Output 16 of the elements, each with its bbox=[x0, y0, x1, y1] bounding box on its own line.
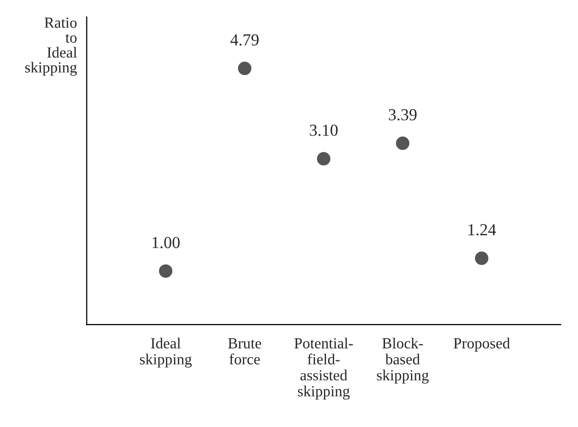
x-tick-label: Potential- field- assisted skipping bbox=[294, 338, 353, 400]
data-label: 1.24 bbox=[468, 224, 496, 236]
point bbox=[474, 251, 488, 265]
data-label: 3.10 bbox=[310, 124, 338, 136]
y-axis-title: Ratio to Ideal skipping bbox=[25, 18, 77, 76]
data-label: 4.79 bbox=[230, 34, 259, 46]
data-label: 3.39 bbox=[388, 109, 417, 120]
point bbox=[396, 136, 410, 150]
x-tick-label: Ideal skipping bbox=[140, 338, 192, 368]
x-tick-label: Block- based skipping bbox=[376, 338, 429, 384]
point bbox=[158, 264, 172, 278]
x-tick-label: Proposed bbox=[454, 338, 510, 352]
point bbox=[316, 152, 330, 166]
data-label: 1.00 bbox=[152, 236, 180, 248]
point bbox=[238, 62, 252, 76]
x-tick-label: Brute force bbox=[228, 338, 262, 364]
